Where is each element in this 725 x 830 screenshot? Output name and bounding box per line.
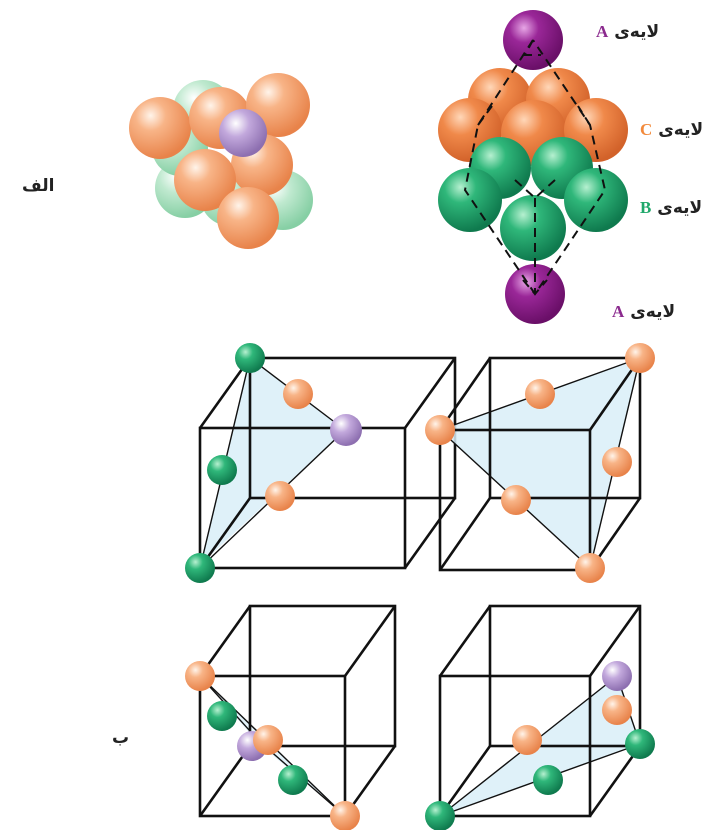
cube-bottom-left	[185, 604, 397, 830]
layer-c-label: لایه‌ی C	[640, 120, 703, 140]
layer-letter: A	[612, 302, 625, 321]
layer-word: لایه‌ی	[657, 198, 703, 218]
layer-a-bottom-label: لایه‌ی A	[612, 302, 675, 322]
layer-letter: B	[640, 198, 652, 217]
layer-letter: A	[596, 22, 609, 41]
part-a-label: الف	[22, 176, 55, 196]
layer-b-label: لایه‌ی B	[640, 198, 702, 218]
layer-a-top-label: لایه‌ی A	[596, 22, 659, 42]
cube-bottom-right	[425, 604, 655, 830]
layer-letter: C	[640, 120, 653, 139]
layer-word: لایه‌ی	[614, 22, 660, 42]
part-b-label: ب	[112, 728, 130, 748]
layer-word: لایه‌ی	[630, 302, 676, 322]
close-packed-cluster	[129, 73, 313, 249]
cube-top-left	[185, 343, 457, 583]
cube-top-right	[425, 343, 655, 583]
abca-layer-stack	[438, 10, 628, 324]
layer-word: لایه‌ی	[658, 120, 704, 140]
